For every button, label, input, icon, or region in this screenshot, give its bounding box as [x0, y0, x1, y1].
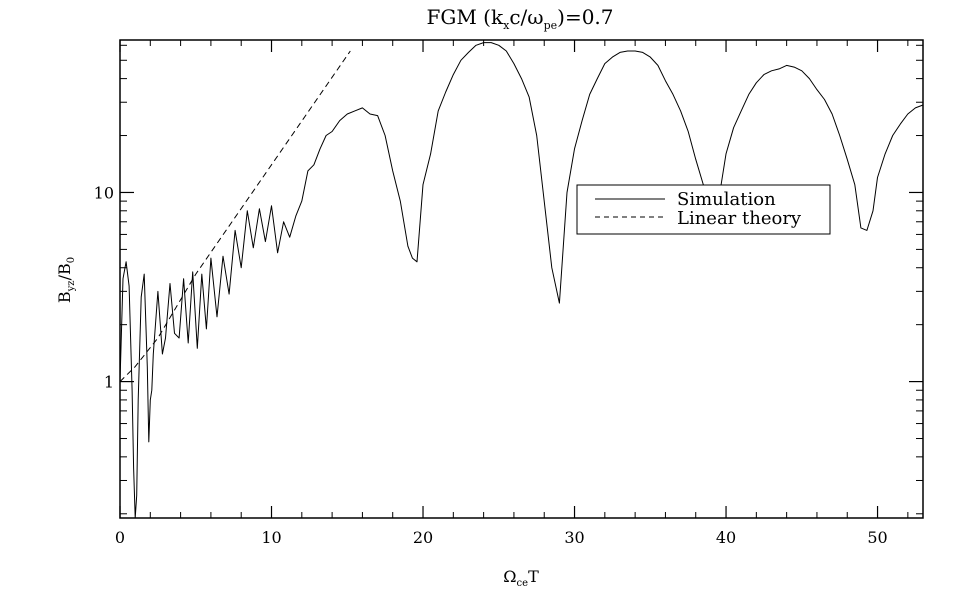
- x-tick-label: 40: [716, 528, 736, 547]
- legend-label-linear-theory: Linear theory: [677, 208, 802, 229]
- x-axis: 0 10 20 30 40 50: [115, 40, 909, 547]
- plot-frame: [119, 39, 924, 519]
- x-tick-label: 0: [115, 528, 125, 547]
- x-axis-label: ΩceT: [503, 567, 539, 589]
- y-tick-label: 1: [104, 373, 114, 392]
- y-axis-label: Byz/B0: [55, 257, 77, 303]
- y-axis: 1 10: [94, 44, 923, 515]
- x-tick-label: 50: [867, 528, 887, 547]
- chart-title: FGM (kxc/ωpe)=0.7: [426, 5, 613, 32]
- legend-box: [576, 184, 831, 235]
- x-tick-label: 20: [413, 528, 433, 547]
- series-line-linear-theory: [119, 50, 351, 382]
- legend-label-simulation: Simulation: [677, 189, 776, 210]
- x-tick-label: 30: [564, 528, 584, 547]
- series-line-simulation: [119, 42, 924, 519]
- legend: Simulation Linear theory: [576, 184, 831, 235]
- x-tick-label: 10: [261, 528, 281, 547]
- y-tick-label: 10: [94, 183, 114, 202]
- series-layer: [119, 42, 924, 519]
